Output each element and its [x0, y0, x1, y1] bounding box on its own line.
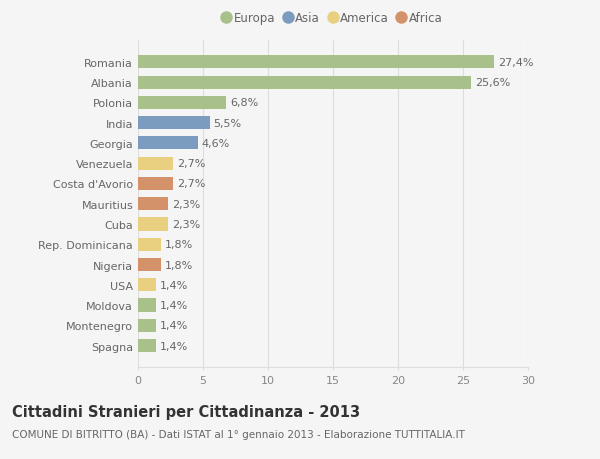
- Text: Cittadini Stranieri per Cittadinanza - 2013: Cittadini Stranieri per Cittadinanza - 2…: [12, 404, 360, 419]
- Bar: [138, 137, 198, 150]
- Text: 1,4%: 1,4%: [160, 320, 188, 330]
- Text: COMUNE DI BITRITTO (BA) - Dati ISTAT al 1° gennaio 2013 - Elaborazione TUTTITALI: COMUNE DI BITRITTO (BA) - Dati ISTAT al …: [12, 429, 465, 439]
- Bar: [138, 339, 156, 353]
- Text: 2,3%: 2,3%: [172, 199, 200, 209]
- Bar: [138, 238, 161, 251]
- Bar: [138, 319, 156, 332]
- Text: 5,5%: 5,5%: [214, 118, 242, 129]
- Bar: [138, 96, 226, 110]
- Text: 1,8%: 1,8%: [166, 260, 194, 270]
- Text: 6,8%: 6,8%: [230, 98, 259, 108]
- Bar: [138, 218, 168, 231]
- Text: 25,6%: 25,6%: [475, 78, 510, 88]
- Bar: [138, 117, 209, 130]
- Text: 1,4%: 1,4%: [160, 280, 188, 290]
- Bar: [138, 198, 168, 211]
- Text: 1,4%: 1,4%: [160, 300, 188, 310]
- Bar: [138, 76, 471, 90]
- Bar: [138, 157, 173, 170]
- Bar: [138, 258, 161, 271]
- Text: 2,7%: 2,7%: [177, 159, 205, 169]
- Bar: [138, 279, 156, 292]
- Bar: [138, 56, 494, 69]
- Text: 4,6%: 4,6%: [202, 139, 230, 149]
- Text: 2,7%: 2,7%: [177, 179, 205, 189]
- Bar: [138, 178, 173, 190]
- Text: 1,4%: 1,4%: [160, 341, 188, 351]
- Text: 1,8%: 1,8%: [166, 240, 194, 250]
- Text: 2,3%: 2,3%: [172, 219, 200, 230]
- Bar: [138, 299, 156, 312]
- Text: 27,4%: 27,4%: [498, 58, 533, 67]
- Legend: Europa, Asia, America, Africa: Europa, Asia, America, Africa: [220, 9, 446, 29]
